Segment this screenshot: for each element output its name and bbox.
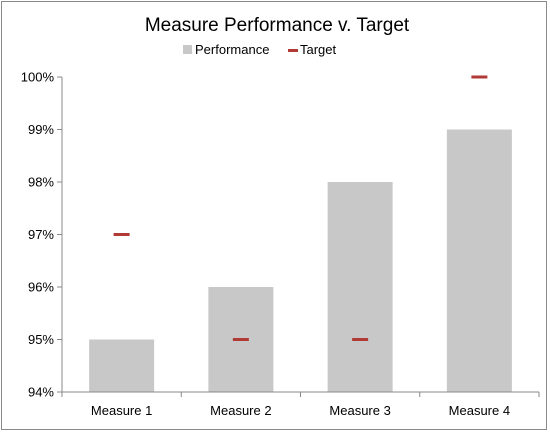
bar-performance [446,129,512,392]
x-tick-label: Measure 1 [91,403,152,418]
legend-label-target: Target [300,42,337,57]
y-tick-label: 98% [28,175,54,190]
y-tick-label: 100% [21,70,55,85]
y-axis: 94% 95% 96% 97% 98% 99% 100% [21,70,63,400]
x-tick-label: Measure 4 [449,403,510,418]
marker-target [113,233,130,236]
x-tick-label: Measure 3 [329,403,390,418]
marker-target [232,338,249,341]
x-tick-label: Measure 2 [210,403,271,418]
legend: Performance Target [183,42,337,57]
marker-target [352,338,369,341]
x-axis: Measure 1 Measure 2 Measure 3 Measure 4 [61,391,540,418]
bars-group [89,129,512,392]
y-tick-label: 99% [28,122,54,137]
bar-performance [89,339,155,392]
targets-group [113,75,488,341]
legend-swatch-performance [183,45,192,54]
chart-title: Measure Performance v. Target [145,15,410,36]
legend-label-performance: Performance [195,42,269,57]
marker-target [471,75,488,79]
bar-performance [327,182,393,392]
legend-swatch-target [288,49,298,52]
y-tick-label: 95% [28,332,54,347]
y-tick-label: 97% [28,227,54,242]
y-tick-label: 94% [28,385,54,400]
y-tick-label: 96% [28,280,54,295]
